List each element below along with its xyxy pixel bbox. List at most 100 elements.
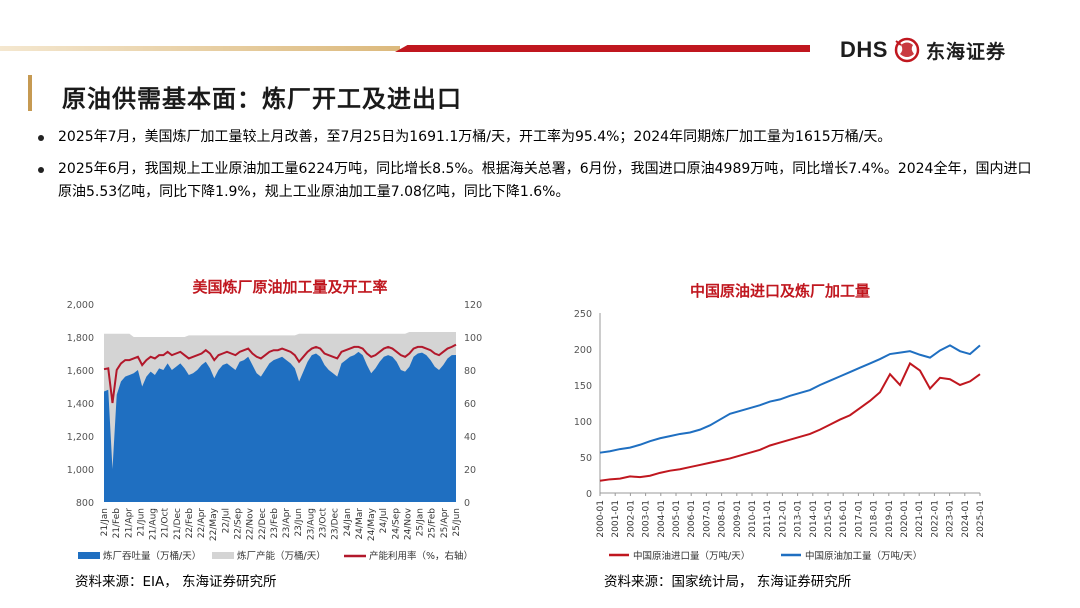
x-tick-label: 22/Feb [185,508,195,539]
x-tick-label: 2001-01 [611,500,621,538]
x-tick-label: 22/Jul [221,508,231,533]
legend-label: 产能利用率（%，右轴） [369,550,473,562]
x-tick-label: 24/Sep [391,508,401,540]
header-red-bar [395,45,810,52]
y-tick-label: 100 [574,417,592,428]
y-tick-label: 250 [574,309,592,320]
x-tick-label: 2005-01 [672,500,682,538]
x-tick-label: 23/Oct [318,508,328,539]
x-tick-label: 2024-01 [961,500,971,538]
x-tick-label: 23/Dec [331,508,341,540]
bullet-text: 2025年7月，美国炼厂加工量较上月改善，至7月25日为1691.1万桶/天，开… [58,129,892,145]
x-tick-label: 25/Jun [452,508,462,537]
title-accent-bar [28,75,32,111]
legend-label: 炼厂产能（万桶/天） [237,550,326,562]
y-right-tick-label: 80 [464,366,476,377]
y-right-tick-label: 100 [464,333,482,344]
series-line [599,344,981,454]
x-tick-label: 2011-01 [763,500,773,538]
bullet-item: 2025年6月，我国规上工业原油加工量6224万吨，同比增长8.5%。根据海关总… [36,158,1036,204]
company-logo: DHS 东海证券 [840,32,1006,68]
x-tick-label: 21/Oct [161,508,171,539]
x-tick-label: 25/Apr [440,508,450,538]
legend-label: 炼厂吞吐量（万桶/天） [103,550,201,562]
x-tick-label: 22/May [209,507,219,541]
x-tick-label: 23/Jun [294,508,304,537]
dragon-emblem-icon [894,37,920,63]
x-tick-label: 24/Nov [403,507,413,540]
utilization-line [103,343,457,404]
x-tick-label: 2007-01 [702,500,712,538]
legend-swatch [78,552,100,559]
x-tick-label: 21/Jan [100,508,110,536]
x-tick-label: 2003-01 [642,500,652,538]
y-left-tick-label: 1,000 [67,465,94,476]
bullet-text: 2025年6月，我国规上工业原油加工量6224万吨，同比增长8.5%。根据海关总… [58,161,1032,200]
x-tick-label: 2022-01 [930,500,940,538]
y-tick-label: 200 [574,345,592,356]
throughput-area [104,351,456,502]
x-tick-label: 24/Jul [379,508,389,533]
x-tick-label: 2018-01 [870,500,880,538]
x-tick-label: 2015-01 [824,500,834,538]
x-tick-label: 25/Jan [416,508,426,536]
x-tick-label: 2014-01 [809,500,819,538]
x-tick-label: 21/Jun [136,508,146,537]
y-tick-label: 150 [574,381,592,392]
series-line [599,361,981,482]
x-tick-label: 22/Apr [197,508,207,538]
left-chart-title: 美国炼厂原油加工量及开工率 [192,278,388,296]
bullet-item: 2025年7月，美国炼厂加工量较上月改善，至7月25日为1691.1万桶/天，开… [36,126,1036,149]
legend-label: 中国原油加工量（万吨/天） [805,550,922,562]
page-title: 原油供需基本面：炼厂开工及进出口 [62,85,462,113]
x-tick-label: 2009-01 [733,500,743,538]
x-tick-label: 2016-01 [839,500,849,538]
x-tick-label: 24/Jan [343,508,353,536]
y-tick-label: 50 [580,453,592,464]
y-tick-label: 0 [586,489,592,500]
left-chart-source: 资料来源：EIA， 东海证券研究所 [75,574,277,590]
y-right-tick-label: 120 [464,300,482,311]
x-tick-label: 2002-01 [626,500,636,538]
bullet-dot-icon [38,167,44,173]
x-tick-label: 21/Feb [112,508,122,539]
x-tick-label: 2000-01 [596,500,606,538]
x-tick-label: 2023-01 [946,500,956,538]
x-tick-label: 21/Aug [149,508,159,540]
x-tick-label: 2013-01 [794,500,804,538]
legend-swatch [212,552,234,559]
x-tick-label: 22/Dec [258,508,268,540]
x-tick-label: 2019-01 [885,500,895,538]
x-tick-label: 22/Nov [246,507,256,540]
y-left-tick-label: 1,400 [67,399,94,410]
x-tick-label: 2021-01 [915,500,925,538]
x-tick-label: 23/Aug [306,508,316,540]
header-gold-bar [0,46,400,51]
y-left-tick-label: 2,000 [67,300,94,311]
x-tick-label: 21/Apr [124,508,134,538]
right-chart-source: 资料来源：国家统计局， 东海证券研究所 [604,574,852,590]
right-chart-title: 中国原油进口及炼厂加工量 [689,282,870,300]
y-right-tick-label: 40 [464,432,476,443]
bullet-dot-icon [38,135,44,141]
x-tick-label: 23/Apr [282,508,292,538]
x-tick-label: 2020-01 [900,500,910,538]
x-tick-label: 2008-01 [718,500,728,538]
x-tick-label: 2004-01 [657,500,667,538]
y-left-tick-label: 800 [76,498,94,509]
x-tick-label: 23/Feb [270,508,280,539]
x-tick-label: 24/May [367,507,377,541]
y-left-tick-label: 1,800 [67,333,94,344]
y-right-tick-label: 60 [464,399,476,410]
us-refinery-chart: 800 1,000 1,200 1,400 1,600 1,800 2,000 0 20 40 60… [67,300,482,562]
logo-cn-text: 东海证券 [925,40,1006,63]
x-tick-label: 2012-01 [778,500,788,538]
logo-text: DHS [840,37,888,62]
y-left-tick-label: 1,600 [67,366,94,377]
legend-label: 中国原油进口量（万吨/天） [633,550,750,562]
x-tick-label: 2010-01 [748,500,758,538]
x-tick-label: 22/Sep [234,508,244,540]
china-crude-chart: 0 50 100 150 200 250 2000-01 2001-01 2002-01 2003… [574,309,986,562]
x-tick-label: 24/Mar [355,508,365,540]
x-tick-label: 2025-01 [976,500,986,538]
